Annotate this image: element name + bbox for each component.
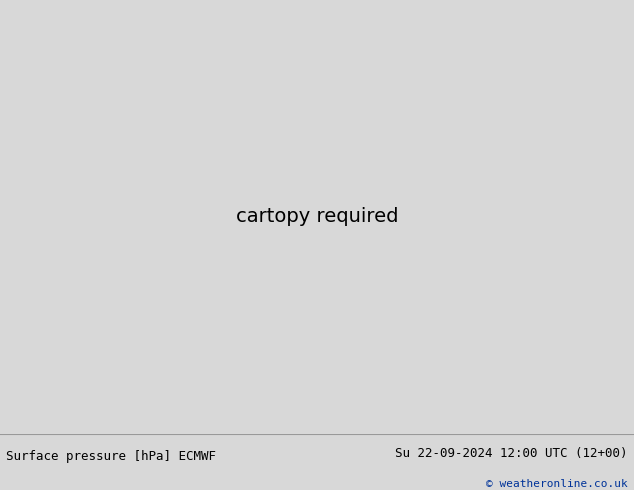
Text: Surface pressure [hPa] ECMWF: Surface pressure [hPa] ECMWF xyxy=(6,450,216,463)
Text: Su 22-09-2024 12:00 UTC (12+00): Su 22-09-2024 12:00 UTC (12+00) xyxy=(395,447,628,460)
Text: cartopy required: cartopy required xyxy=(236,207,398,226)
Text: © weatheronline.co.uk: © weatheronline.co.uk xyxy=(486,479,628,490)
